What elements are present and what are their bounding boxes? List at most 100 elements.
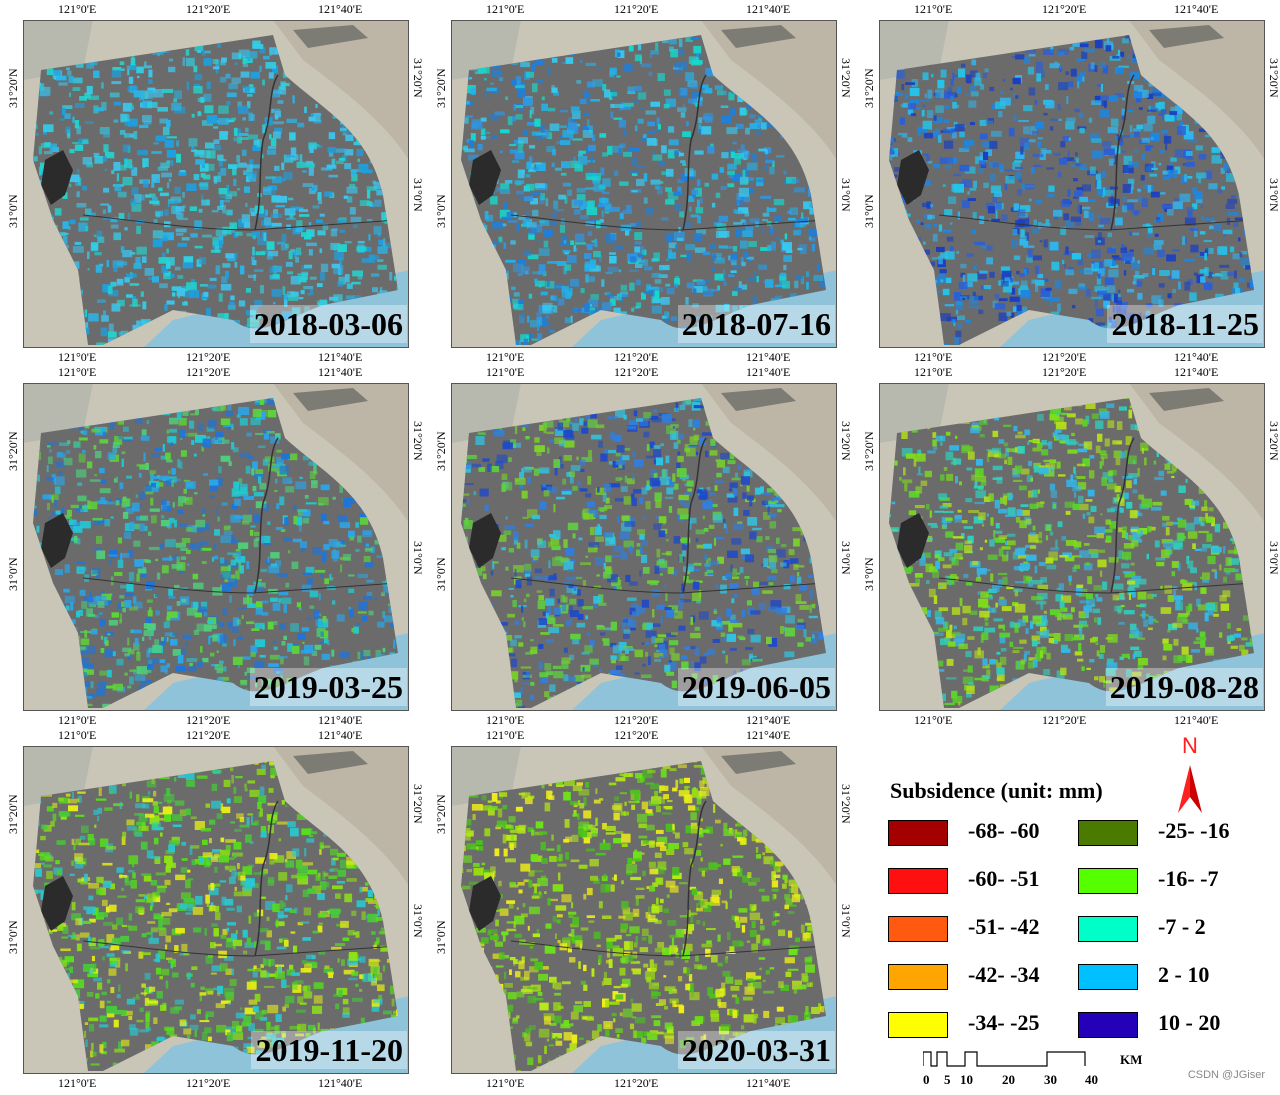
map-image (23, 746, 409, 1074)
map-panel: 121°0'E 121°0'E 121°20'E 121°20'E 121°40'E 12… (856, 0, 1280, 364)
map-panel: 121°0'E 121°0'E 121°20'E 121°20'E 121°40'E 12… (0, 363, 425, 727)
y-tick-label-left: 31°0'N (6, 557, 20, 591)
map-image (451, 746, 837, 1074)
x-tick-label-bottom: 121°20'E (614, 713, 659, 727)
x-tick-label-bottom: 121°40'E (1174, 350, 1219, 364)
x-tick-label-top: 121°40'E (318, 728, 363, 742)
panel-date-label: 2019-06-05 (677, 668, 835, 706)
scale-unit: KM (1120, 1052, 1143, 1067)
x-tick-label-bottom: 121°0'E (914, 713, 953, 727)
x-tick-label-bottom: 121°20'E (186, 1076, 231, 1090)
x-tick-label-top: 121°40'E (1174, 2, 1219, 16)
map-panel: 121°0'E 121°0'E 121°20'E 121°20'E 121°40'E 12… (856, 363, 1280, 727)
x-tick-label-bottom: 121°20'E (186, 350, 231, 364)
x-tick-label-top: 121°20'E (186, 365, 231, 379)
y-tick-label-left: 31°0'N (434, 557, 448, 591)
scale-tick-label: 40 (1085, 1072, 1098, 1087)
north-arrow-icon (1178, 765, 1202, 813)
y-tick-label-left: 31°20'N (6, 794, 20, 834)
legend-swatch (888, 964, 948, 990)
legend-swatch (888, 820, 948, 846)
x-tick-label-bottom: 121°20'E (1042, 350, 1087, 364)
legend-label: -51- -42 (968, 914, 1040, 939)
x-tick-label-bottom: 121°20'E (614, 1076, 659, 1090)
x-tick-label-top: 121°0'E (58, 2, 97, 16)
y-tick-label-left: 31°0'N (6, 194, 20, 228)
legend-swatch (1078, 916, 1138, 942)
y-tick-label-right: 31°20'N (411, 421, 425, 461)
map-image (451, 383, 837, 711)
x-tick-label-bottom: 121°40'E (746, 1076, 791, 1090)
panel-date-label: 2018-07-16 (677, 305, 835, 343)
scale-tick-label: 5 (944, 1072, 951, 1087)
map-panel: 121°0'E 121°0'E 121°20'E 121°20'E 121°40'E 12… (0, 0, 425, 364)
x-tick-label-top: 121°20'E (186, 2, 231, 16)
legend-swatch (1078, 820, 1138, 846)
y-tick-label-left: 31°20'N (862, 431, 876, 471)
y-tick-label-right: 31°0'N (411, 541, 425, 575)
map-image (23, 383, 409, 711)
map-panel: 121°0'E 121°0'E 121°20'E 121°20'E 121°40'E 12… (428, 726, 853, 1090)
panel-date-label: 2018-03-06 (249, 305, 407, 343)
x-tick-label-bottom: 121°0'E (486, 1076, 525, 1090)
legend-label: -68- -60 (968, 818, 1040, 843)
y-tick-label-left: 31°0'N (862, 557, 876, 591)
y-tick-label-left: 31°20'N (6, 68, 20, 108)
y-tick-label-left: 31°20'N (6, 431, 20, 471)
panel-date-label: 2020-03-31 (677, 1031, 835, 1069)
x-tick-label-bottom: 121°0'E (58, 1076, 97, 1090)
legend-swatch (888, 868, 948, 894)
x-tick-label-bottom: 121°40'E (318, 1076, 363, 1090)
north-label: N (1182, 733, 1198, 758)
y-tick-label-left: 31°0'N (434, 920, 448, 954)
legend-swatch (1078, 964, 1138, 990)
y-tick-label-right: 31°20'N (1267, 421, 1280, 461)
legend-label: -60- -51 (968, 866, 1040, 891)
x-tick-label-bottom: 121°40'E (746, 713, 791, 727)
y-tick-label-right: 31°20'N (411, 58, 425, 98)
x-tick-label-top: 121°0'E (914, 2, 953, 16)
panel-date-label: 2019-03-25 (249, 668, 407, 706)
y-tick-label-right: 31°0'N (839, 178, 853, 212)
x-tick-label-bottom: 121°0'E (914, 350, 953, 364)
y-tick-label-left: 31°0'N (862, 194, 876, 228)
x-tick-label-top: 121°20'E (614, 2, 659, 16)
legend-label: -25- -16 (1158, 818, 1230, 843)
legend: N Subsidence (unit: mm) -68- -60 -60- -51… (870, 730, 1280, 1095)
legend-label: -7 - 2 (1158, 914, 1206, 939)
x-tick-label-top: 121°40'E (746, 2, 791, 16)
x-tick-label-top: 121°0'E (486, 2, 525, 16)
x-tick-label-top: 121°20'E (614, 728, 659, 742)
x-tick-label-bottom: 121°0'E (58, 713, 97, 727)
y-tick-label-right: 31°0'N (839, 541, 853, 575)
map-panel: 121°0'E 121°0'E 121°20'E 121°20'E 121°40'E 12… (428, 363, 853, 727)
y-tick-label-left: 31°0'N (434, 194, 448, 228)
x-tick-label-top: 121°40'E (318, 2, 363, 16)
legend-swatch (888, 1012, 948, 1038)
y-tick-label-right: 31°0'N (839, 904, 853, 938)
scale-tick-label: 30 (1044, 1072, 1057, 1087)
legend-title: Subsidence (unit: mm) (890, 778, 1103, 803)
map-image (879, 20, 1265, 348)
legend-label: -42- -34 (968, 962, 1040, 987)
panel-date-label: 2019-11-20 (251, 1031, 407, 1069)
scale-bar (923, 1051, 1086, 1067)
x-tick-label-bottom: 121°0'E (486, 713, 525, 727)
y-tick-label-right: 31°0'N (1267, 541, 1280, 575)
y-tick-label-right: 31°0'N (411, 904, 425, 938)
panel-date-label: 2018-11-25 (1107, 305, 1263, 343)
x-tick-label-bottom: 121°40'E (1174, 713, 1219, 727)
map-image (23, 20, 409, 348)
y-tick-label-right: 31°20'N (839, 421, 853, 461)
y-tick-label-left: 31°20'N (434, 431, 448, 471)
x-tick-label-top: 121°20'E (1042, 2, 1087, 16)
y-tick-label-right: 31°20'N (839, 58, 853, 98)
y-tick-label-right: 31°0'N (411, 178, 425, 212)
legend-label: -16- -7 (1158, 866, 1219, 891)
y-tick-label-right: 31°20'N (1267, 58, 1280, 98)
map-image (451, 20, 837, 348)
x-tick-label-top: 121°0'E (486, 365, 525, 379)
panel-date-label: 2019-08-28 (1105, 668, 1263, 706)
x-tick-label-bottom: 121°20'E (186, 713, 231, 727)
scale-tick-label: 10 (960, 1072, 973, 1087)
